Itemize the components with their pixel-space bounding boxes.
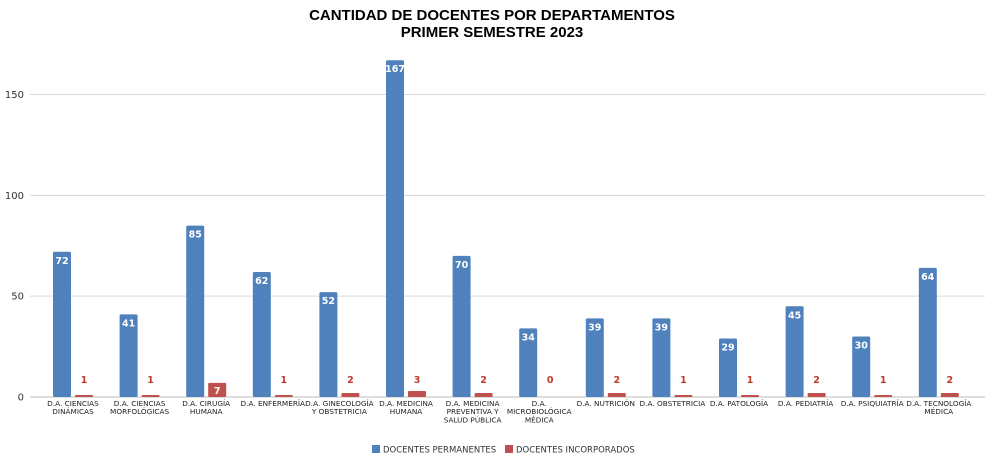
legend: DOCENTES PERMANENTES DOCENTES INCORPORAD… xyxy=(372,445,635,456)
y-tick-label: 100 xyxy=(5,191,24,202)
bar-permanentes xyxy=(652,318,671,397)
data-label-permanentes: 52 xyxy=(322,296,335,307)
bar-permanentes xyxy=(785,306,804,397)
x-tick-label: HUMANA xyxy=(190,407,223,416)
bar-permanentes xyxy=(585,318,604,397)
x-tick-label: D.A. CIENCIAS xyxy=(47,399,99,408)
bar-permanentes xyxy=(918,267,937,397)
x-tick-label: D.A. CIENCIAS xyxy=(114,399,166,408)
x-tick-label: MÉDICA xyxy=(924,407,953,416)
data-label-incorporados: 1 xyxy=(81,375,88,386)
x-tick-label: DINÁMICAS xyxy=(52,407,94,416)
data-label-permanentes: 167 xyxy=(385,64,405,75)
legend-swatch-permanentes xyxy=(372,445,380,453)
bar-incorporados xyxy=(408,390,426,397)
bar-incorporados xyxy=(807,392,826,397)
data-label-permanentes: 62 xyxy=(255,276,268,287)
data-label-incorporados: 1 xyxy=(147,375,154,386)
bar-permanentes xyxy=(119,314,138,397)
data-label-permanentes: 64 xyxy=(921,272,935,283)
bar-incorporados xyxy=(674,394,693,397)
x-tick-label: D.A. PATOLOGÍA xyxy=(710,399,768,408)
x-tick-label: D.A. ENFERMERÍA xyxy=(241,399,306,408)
data-label-incorporados: 2 xyxy=(480,375,487,386)
gridlines xyxy=(30,94,985,398)
y-tick-label: 150 xyxy=(5,90,24,101)
bar-incorporados xyxy=(741,394,759,397)
x-tick-label: SALUD PÚBLICA xyxy=(444,415,502,424)
bar-incorporados xyxy=(141,394,160,397)
bar-permanentes xyxy=(186,225,205,397)
data-label-permanentes: 45 xyxy=(788,310,801,321)
y-tick-label: 0 xyxy=(18,393,24,404)
data-label-permanentes: 39 xyxy=(655,322,668,333)
chart-title-line-2: PRIMER SEMESTRE 2023 xyxy=(401,24,584,41)
x-tick-label: HUMANA xyxy=(390,407,423,416)
data-label-permanentes: 72 xyxy=(55,256,68,267)
x-tick-label: D.A. TECNOLOGÍA xyxy=(906,399,971,408)
data-label-permanentes: 41 xyxy=(122,318,135,329)
x-tick-label: D.A. GINECOLOGÍA xyxy=(305,399,374,408)
bar-permanentes xyxy=(852,336,871,397)
x-tick-label: D.A. MEDICINA xyxy=(379,399,433,408)
bar-permanentes xyxy=(319,292,338,397)
bar-permanentes xyxy=(719,338,737,397)
data-label-incorporados: 2 xyxy=(613,375,620,386)
x-tick-label: Y OBSTETRICIA xyxy=(311,407,367,416)
bar-permanentes xyxy=(519,328,538,397)
x-tick-label: D.A. MEDICINA xyxy=(446,399,500,408)
data-label-incorporados: 0 xyxy=(547,375,554,386)
x-tick-label: D.A. PEDIATRÍA xyxy=(778,399,833,408)
legend-label-incorporados: DOCENTES INCORPORADOS xyxy=(516,446,635,456)
bar-permanentes xyxy=(386,60,404,397)
data-label-permanentes: 29 xyxy=(721,343,734,354)
data-label-incorporados: 7 xyxy=(214,386,221,397)
bar-permanentes xyxy=(53,251,71,397)
data-label-incorporados: 1 xyxy=(747,375,754,386)
x-tick-label: MORFOLÓGICAS xyxy=(110,407,169,416)
x-tick-label: D.A. CIRUGÍA xyxy=(182,399,230,408)
bar-incorporados xyxy=(274,394,293,397)
bar-permanentes xyxy=(252,271,271,397)
bar-incorporados xyxy=(474,392,493,397)
x-tick-label: MICROBIOLÓGICA xyxy=(507,407,572,416)
y-tick-label: 50 xyxy=(11,292,24,303)
bars: 72 1 41 1 85 7 62 1 52 2 167 3 70 2 34 0 39 2 39 1 29 1 45 2 30 1… xyxy=(53,60,959,397)
data-label-incorporados: 2 xyxy=(347,375,354,386)
data-label-permanentes: 34 xyxy=(522,332,536,343)
data-label-permanentes: 30 xyxy=(855,341,869,352)
data-label-incorporados: 1 xyxy=(280,375,287,386)
bar-incorporados xyxy=(940,392,959,397)
data-label-incorporados: 3 xyxy=(414,375,421,386)
legend-label-permanentes: DOCENTES PERMANENTES xyxy=(383,446,496,456)
legend-swatch-incorporados xyxy=(505,445,513,453)
x-tick-label: MÉDICA xyxy=(525,415,554,424)
bar-permanentes xyxy=(452,255,471,397)
data-label-permanentes: 39 xyxy=(588,322,601,333)
x-tick-label: D.A. NUTRICIÓN xyxy=(577,399,635,408)
x-tick-label: D.A. PSIQUIATRÍA xyxy=(841,399,904,408)
bar-incorporados xyxy=(208,382,227,397)
bar-incorporados xyxy=(874,394,893,397)
data-label-permanentes: 70 xyxy=(455,260,469,271)
y-axis: 0 50 100 150 xyxy=(5,90,24,404)
data-label-permanentes: 85 xyxy=(189,230,202,241)
data-label-incorporados: 2 xyxy=(813,375,820,386)
bar-incorporados xyxy=(75,394,93,397)
x-tick-label: D.A. OBSTETRICIA xyxy=(640,399,706,408)
data-label-incorporados: 1 xyxy=(680,375,687,386)
x-tick-label: PREVENTIVA Y xyxy=(447,407,500,416)
bar-incorporados xyxy=(607,392,626,397)
chart-title-line-1: CANTIDAD DE DOCENTES POR DEPARTAMENTOS xyxy=(309,7,675,24)
data-label-incorporados: 1 xyxy=(880,375,887,386)
bar-incorporados xyxy=(341,392,360,397)
x-tick-label: D.A. xyxy=(532,399,547,408)
data-label-incorporados: 2 xyxy=(946,375,953,386)
